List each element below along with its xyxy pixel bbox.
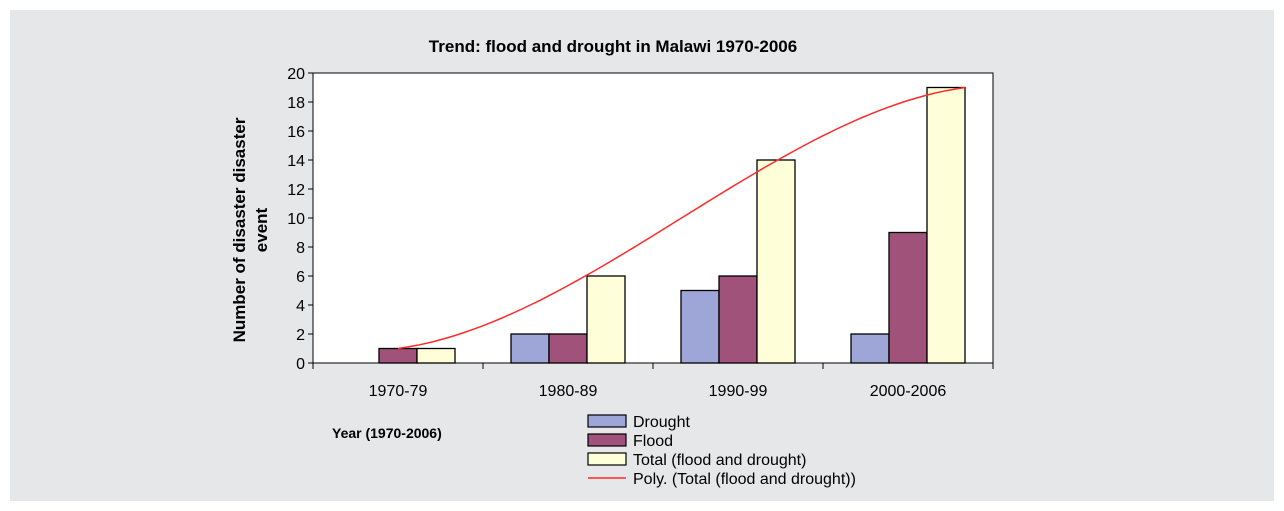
legend-label-2: Total (flood and drought)	[633, 452, 806, 469]
legend-swatch-0	[587, 414, 627, 428]
bars-group	[378, 86, 966, 364]
bar-flood-3	[888, 231, 928, 364]
y-axis-label-line-2: event	[252, 207, 271, 252]
bar-total-0	[416, 347, 456, 364]
y-axis-label-line-1: Number of disaster disaster	[230, 117, 249, 342]
y-tick-label: 20	[287, 66, 305, 83]
plot-area	[313, 73, 993, 363]
y-tick-label: 6	[296, 269, 305, 286]
y-tick-label: 16	[287, 124, 305, 141]
x-ticks-group: 1970-79 1980-89 1990-99 2000-2006	[312, 363, 994, 400]
bar-total-1	[586, 275, 626, 364]
y-tick-label: 12	[287, 182, 305, 199]
plot-background	[313, 73, 993, 363]
x-tick-label: 1980-89	[539, 383, 598, 400]
legend-label-trendline: Poly. (Total (flood and drought))	[633, 471, 856, 488]
bar-total-3	[926, 86, 966, 364]
y-tick-label: 8	[296, 240, 305, 257]
bar-flood-2	[718, 275, 758, 364]
y-tick-label: 14	[287, 153, 305, 170]
bar-flood-1	[548, 333, 588, 364]
legend: Drought Flood Total (flood and drought) Pol…	[587, 414, 856, 488]
legend-swatch-2	[587, 452, 627, 466]
x-tick-label: 1990-99	[709, 383, 768, 400]
y-axis-label: Number of disaster disaster event	[230, 117, 271, 342]
bar-drought-1	[510, 333, 550, 364]
y-ticks-group: 0 2 4 6 8 10 12 14 16 18 20	[287, 66, 313, 373]
chart-svg: Trend: flood and drought in Malawi 1970-…	[230, 37, 994, 488]
bar-total-2	[756, 159, 796, 364]
y-tick-label: 0	[296, 356, 305, 373]
y-tick-label: 2	[296, 327, 305, 344]
bar-flood-0	[378, 347, 418, 364]
trendline-group	[397, 86, 966, 350]
bar-drought-3	[850, 333, 890, 364]
y-tick-label: 4	[296, 298, 305, 315]
legend-label-1: Flood	[633, 433, 673, 450]
legend-swatch-1	[587, 433, 627, 447]
x-tick-label: 1970-79	[369, 383, 428, 400]
y-tick-label: 10	[287, 211, 305, 228]
chart-title: Trend: flood and drought in Malawi 1970-…	[429, 37, 797, 56]
x-tick-label: 2000-2006	[870, 383, 947, 400]
y-tick-label: 18	[287, 95, 305, 112]
trendline	[397, 86, 966, 350]
x-axis-label: Year (1970-2006)	[332, 425, 442, 441]
bar-drought-2	[680, 289, 720, 364]
legend-label-0: Drought	[633, 414, 690, 431]
chart-panel: Trend: flood and drought in Malawi 1970-…	[10, 10, 1274, 501]
